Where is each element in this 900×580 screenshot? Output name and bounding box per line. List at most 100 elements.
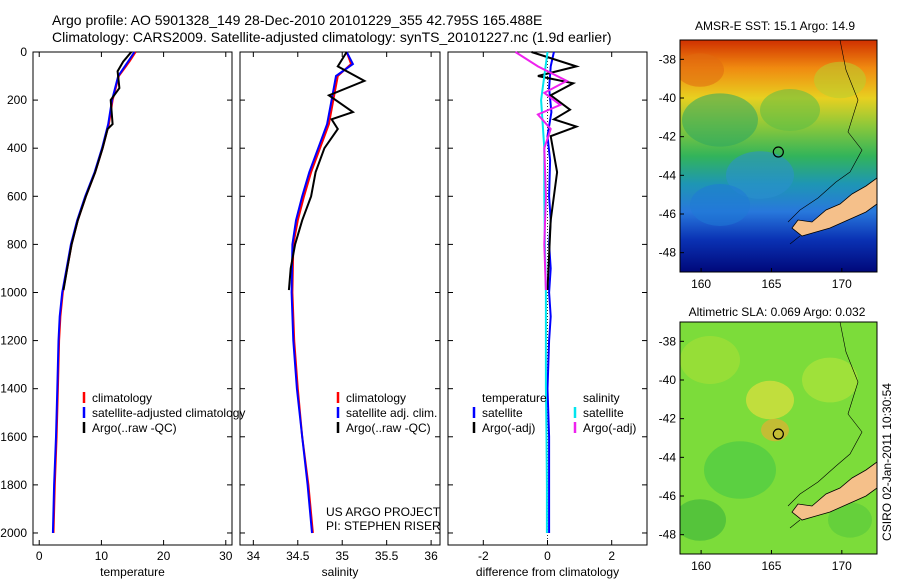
series-line xyxy=(291,51,353,534)
map-y-tick-label: -38 xyxy=(659,334,677,348)
x-tick-label: 30 xyxy=(219,549,233,563)
legend-label: Argo(..raw -QC) xyxy=(346,421,431,435)
sla-map: Altimetric SLA: 0.069 Argo: 0.032 160 165… xyxy=(659,305,878,573)
y-tick-label: 0 xyxy=(20,45,27,59)
map-y-tick-label: -42 xyxy=(659,412,677,426)
y-tick-label: 1400 xyxy=(0,382,27,396)
x-axis-label: temperature xyxy=(100,565,165,579)
map-x-tick-label: 170 xyxy=(832,559,852,573)
sst-patch xyxy=(726,151,794,199)
panel-salinity: 34 34.5 35 35.5 36 salinity xyxy=(239,51,441,579)
map-y-tick-label: -48 xyxy=(659,528,677,542)
x-axis-label: salinity xyxy=(322,565,359,579)
sst-patch xyxy=(690,184,750,226)
map-x-tick-label: 170 xyxy=(832,277,852,291)
project-annotation: US ARGO PROJECT xyxy=(326,505,441,519)
y-tick-label: 400 xyxy=(7,141,27,155)
x-tick-label: 0 xyxy=(36,549,43,563)
map-y-tick-label: -40 xyxy=(659,91,677,105)
x-tick-label: 2 xyxy=(608,549,615,563)
y-tick-label: 1800 xyxy=(0,478,27,492)
y-tick-label: 1600 xyxy=(0,430,27,444)
series-line xyxy=(546,51,555,533)
legend-label: salinity xyxy=(583,391,620,405)
sla-frame xyxy=(679,321,878,555)
project-annotation: PI: STEPHEN RISER xyxy=(326,519,441,533)
map-x-tick-label: 165 xyxy=(761,277,781,291)
x-tick-label: 35 xyxy=(336,549,350,563)
legend-label: satellite xyxy=(583,406,624,420)
x-tick-label: 0 xyxy=(544,549,551,563)
sla-land xyxy=(791,461,877,521)
sst-argo-marker xyxy=(772,146,784,158)
legend-label: temperature xyxy=(482,391,547,405)
sla-map-title: Altimetric SLA: 0.069 Argo: 0.032 xyxy=(689,305,866,319)
sst-land xyxy=(791,177,877,237)
map-y-tick-label: -46 xyxy=(659,207,677,221)
map-y-tick-label: -38 xyxy=(659,52,677,66)
sst-frame xyxy=(679,39,878,273)
panel-frame xyxy=(239,51,441,546)
legend-label: Argo(-adj) xyxy=(583,421,636,435)
x-tick-label: 34 xyxy=(247,549,261,563)
sst-patch xyxy=(814,61,866,99)
map-y-tick-label: -42 xyxy=(659,130,677,144)
y-tick-label: 1000 xyxy=(0,285,27,299)
legend-label: satellite adj. clim. xyxy=(346,406,437,420)
y-tick-label: 2000 xyxy=(0,526,27,540)
sla-patch xyxy=(704,441,776,499)
series-line xyxy=(514,51,569,291)
x-tick-label: 34.5 xyxy=(286,549,310,563)
map-x-tick-label: 160 xyxy=(691,277,711,291)
sst-patch xyxy=(680,53,724,87)
series-line xyxy=(52,51,137,534)
figure-title-line2: Climatology: CARS2009. Satellite-adjuste… xyxy=(52,29,612,45)
map-y-tick-label: -46 xyxy=(659,489,677,503)
legend-label: Argo(..raw -QC) xyxy=(92,421,177,435)
sst-patches xyxy=(680,53,866,226)
map-y-tick-label: -48 xyxy=(659,246,677,260)
sla-argo-marker xyxy=(772,428,784,440)
sla-patch xyxy=(828,502,872,538)
sla-patch xyxy=(680,499,726,541)
y-tick-label: 600 xyxy=(7,189,27,203)
sla-patch xyxy=(802,357,858,403)
x-tick-label: 20 xyxy=(157,549,171,563)
sst-coast-shelf xyxy=(787,40,863,245)
x-tick-label: 10 xyxy=(95,549,109,563)
x-tick-label: 35.5 xyxy=(375,549,399,563)
sla-coast-shelf xyxy=(787,322,863,529)
x-axis-label: difference from climatology xyxy=(476,565,619,579)
series-line xyxy=(51,51,136,534)
legend-label: satellite-adjusted climatology xyxy=(92,406,245,420)
y-tick-label: 800 xyxy=(7,237,27,251)
map-y-tick-label: -44 xyxy=(659,168,677,182)
y-tick-label: 200 xyxy=(7,93,27,107)
sla-patch xyxy=(680,336,740,384)
map-y-tick-label: -40 xyxy=(659,373,677,387)
legend-label: climatology xyxy=(92,391,152,405)
sst-map: AMSR-E SST: 15.1 Argo: 14.9 160 165 170 -38… xyxy=(659,19,878,291)
series-line xyxy=(287,51,367,291)
map-y-tick-label: -44 xyxy=(659,450,677,464)
credit-stamp: CSIRO 02-Jan-2011 10:30:54 xyxy=(880,383,894,541)
sla-patches xyxy=(680,336,872,541)
sla-patch xyxy=(746,380,794,420)
sst-patch xyxy=(682,93,758,147)
x-tick-label: -2 xyxy=(478,549,489,563)
legend-label: satellite xyxy=(482,406,523,420)
y-tick-label: 1200 xyxy=(0,334,27,348)
sst-patch xyxy=(760,89,820,131)
x-tick-label: 36 xyxy=(424,549,438,563)
map-x-tick-label: 165 xyxy=(761,559,781,573)
series-line xyxy=(62,51,133,291)
panel-difference: -2 0 2 difference from climatology xyxy=(447,51,648,579)
legend-label: climatology xyxy=(346,391,406,405)
figure-title-line1: Argo profile: AO 5901328_149 28-Dec-2010… xyxy=(52,12,543,28)
panel-temperature: 0 10 20 30 temperature 0 200 400 600 800 1000 1200 1… xyxy=(0,45,232,579)
map-x-tick-label: 160 xyxy=(691,559,711,573)
series-line xyxy=(290,51,355,534)
panel-frame xyxy=(32,51,233,546)
